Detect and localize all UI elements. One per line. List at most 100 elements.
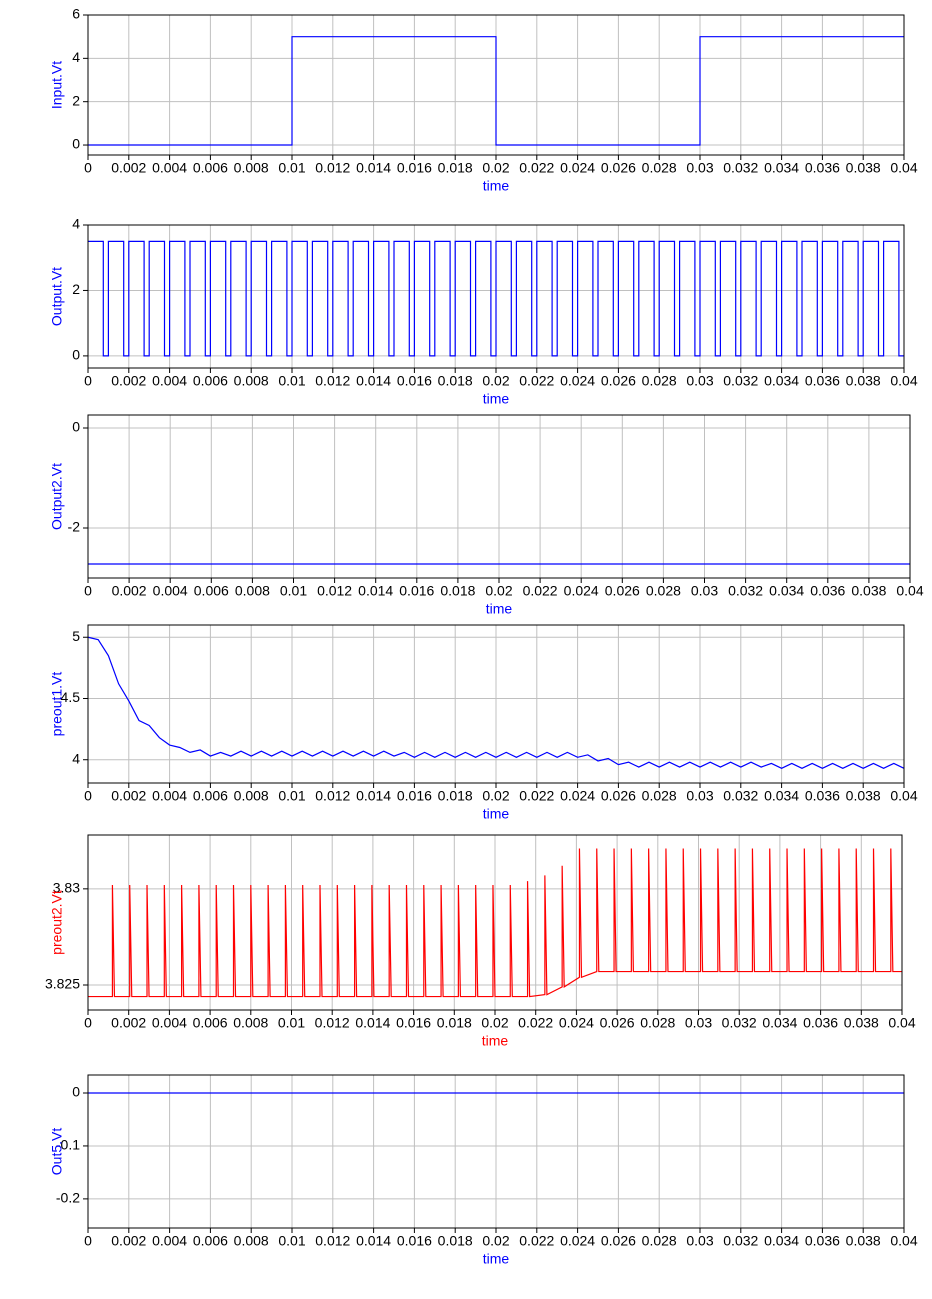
data-line bbox=[88, 240, 904, 357]
y-tick-label: 5 bbox=[72, 628, 80, 644]
y-axis-label: preout1.Vt bbox=[49, 672, 65, 737]
x-tick-label: 0.01 bbox=[280, 583, 307, 599]
x-tick-label: 0.01 bbox=[278, 1233, 305, 1249]
x-tick-label: 0 bbox=[84, 583, 92, 599]
x-tick-label: 0.002 bbox=[111, 373, 146, 389]
y-tick-label: 3.825 bbox=[45, 976, 80, 992]
x-tick-label: 0.038 bbox=[846, 1233, 881, 1249]
x-tick-label: 0.018 bbox=[438, 373, 473, 389]
x-tick-label: 0.012 bbox=[315, 1015, 350, 1031]
x-axis-label: time bbox=[483, 178, 510, 194]
y-axis-label: preout2.Vt bbox=[49, 890, 65, 955]
x-tick-label: 0.006 bbox=[193, 373, 228, 389]
x-tick-label: 0.01 bbox=[278, 373, 305, 389]
y-tick-label: 3.83 bbox=[53, 880, 80, 896]
x-tick-label: 0.018 bbox=[438, 788, 473, 804]
x-tick-label: 0.022 bbox=[523, 583, 558, 599]
x-tick-label: 0.036 bbox=[805, 788, 840, 804]
x-tick-label: 0.01 bbox=[278, 1015, 305, 1031]
x-tick-label: 0.006 bbox=[193, 788, 228, 804]
x-tick-label: 0.032 bbox=[722, 1015, 757, 1031]
x-tick-label: 0.024 bbox=[564, 583, 599, 599]
x-tick-label: 0.006 bbox=[193, 1233, 228, 1249]
x-tick-label: 0.02 bbox=[485, 583, 512, 599]
x-tick-label: 0.034 bbox=[762, 1015, 797, 1031]
plot-panel: 0 0.002 0.004 0.006 0.008 0.01 0.012 0.014 0.016… bbox=[45, 834, 916, 1049]
x-tick-label: 0.024 bbox=[560, 788, 595, 804]
plot-panel: 0 0.002 0.004 0.006 0.008 0.01 0.012 0.014 0.016… bbox=[49, 6, 918, 194]
x-tick-label: 0.004 bbox=[153, 583, 188, 599]
x-tick-label: 0.016 bbox=[397, 160, 432, 176]
x-tick-label: 0.008 bbox=[234, 788, 269, 804]
x-tick-label: 0.04 bbox=[890, 788, 917, 804]
x-tick-label: 0.014 bbox=[356, 1233, 391, 1249]
plot-frame bbox=[87, 414, 911, 579]
x-tick-label: 0 bbox=[84, 373, 92, 389]
x-tick-label: 0.038 bbox=[851, 583, 886, 599]
x-tick-label: 0.022 bbox=[519, 373, 554, 389]
y-tick-label: 0 bbox=[72, 136, 80, 152]
x-tick-label: 0.032 bbox=[723, 788, 758, 804]
x-tick-label: 0.016 bbox=[397, 373, 432, 389]
y-axis-label: Output.Vt bbox=[49, 267, 65, 326]
x-tick-label: 0.022 bbox=[519, 1233, 554, 1249]
x-tick-label: 0.04 bbox=[888, 1015, 915, 1031]
x-tick-label: 0.014 bbox=[356, 788, 391, 804]
x-tick-label: 0.028 bbox=[640, 1015, 675, 1031]
x-tick-label: 0.032 bbox=[723, 373, 758, 389]
y-tick-label: -0.2 bbox=[56, 1190, 80, 1206]
x-tick-label: 0.018 bbox=[438, 160, 473, 176]
x-tick-label: 0.008 bbox=[234, 373, 269, 389]
x-tick-label: 0.022 bbox=[519, 160, 554, 176]
x-tick-label: 0.022 bbox=[518, 1015, 553, 1031]
y-tick-label: 6 bbox=[72, 6, 80, 22]
y-tick-label: -0.1 bbox=[56, 1137, 80, 1153]
x-tick-label: 0.02 bbox=[482, 160, 509, 176]
x-tick-label: 0.032 bbox=[728, 583, 763, 599]
x-tick-label: 0.038 bbox=[846, 373, 881, 389]
x-tick-label: 0.018 bbox=[438, 1233, 473, 1249]
y-tick-label: 4 bbox=[72, 49, 80, 65]
x-tick-label: 0.034 bbox=[764, 1233, 799, 1249]
x-tick-label: 0.034 bbox=[764, 373, 799, 389]
x-tick-label: 0.012 bbox=[315, 160, 350, 176]
x-tick-label: 0.018 bbox=[440, 583, 475, 599]
y-axis-label: Input.Vt bbox=[49, 61, 65, 109]
y-axis-label: Output2.Vt bbox=[49, 463, 65, 530]
y-tick-label: 0 bbox=[72, 419, 80, 435]
x-axis-label: time bbox=[482, 1033, 509, 1049]
x-tick-label: 0.036 bbox=[805, 373, 840, 389]
x-tick-label: 0.026 bbox=[601, 788, 636, 804]
x-tick-label: 0 bbox=[84, 1233, 92, 1249]
x-tick-label: 0.04 bbox=[890, 373, 917, 389]
x-tick-label: 0.032 bbox=[723, 160, 758, 176]
x-tick-label: 0.006 bbox=[193, 160, 228, 176]
y-tick-label: 4 bbox=[72, 750, 80, 766]
x-tick-label: 0.028 bbox=[642, 373, 677, 389]
x-tick-label: 0.024 bbox=[560, 160, 595, 176]
x-tick-label: 0.016 bbox=[399, 583, 434, 599]
x-tick-label: 0.034 bbox=[769, 583, 804, 599]
x-tick-label: 0.02 bbox=[481, 1015, 508, 1031]
x-tick-label: 0.008 bbox=[234, 160, 269, 176]
x-tick-label: 0.024 bbox=[560, 1233, 595, 1249]
y-axis-label: Out5.Vt bbox=[49, 1128, 65, 1176]
x-tick-label: 0.016 bbox=[397, 1233, 432, 1249]
x-tick-label: 0.04 bbox=[890, 160, 917, 176]
x-tick-label: 0.034 bbox=[764, 788, 799, 804]
x-tick-label: 0.012 bbox=[315, 788, 350, 804]
x-tick-label: 0.036 bbox=[805, 160, 840, 176]
x-tick-label: 0.03 bbox=[685, 1015, 712, 1031]
data-line bbox=[88, 36, 904, 146]
x-tick-label: 0.02 bbox=[482, 373, 509, 389]
x-tick-label: 0.026 bbox=[601, 160, 636, 176]
x-tick-label: 0.034 bbox=[764, 160, 799, 176]
x-tick-label: 0.01 bbox=[278, 160, 305, 176]
x-tick-label: 0.008 bbox=[235, 583, 270, 599]
x-tick-label: 0.018 bbox=[437, 1015, 472, 1031]
plot-frame bbox=[87, 1074, 905, 1229]
y-tick-label: 2 bbox=[72, 281, 80, 297]
plot-frame bbox=[87, 624, 905, 784]
x-tick-label: 0.006 bbox=[194, 583, 229, 599]
